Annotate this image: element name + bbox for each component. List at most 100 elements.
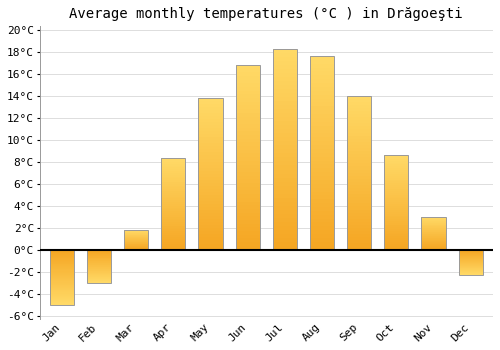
Bar	[310, 56, 334, 60]
Bar	[422, 233, 446, 234]
Bar	[384, 242, 408, 244]
Bar	[310, 141, 334, 145]
Bar	[162, 184, 186, 186]
Bar	[273, 49, 297, 250]
Bar	[87, 264, 111, 265]
Bar	[236, 212, 260, 216]
Bar	[87, 279, 111, 280]
Bar	[458, 271, 483, 272]
Bar	[310, 103, 334, 106]
Bar	[347, 117, 372, 120]
Bar	[236, 76, 260, 79]
Bar	[198, 216, 222, 219]
Bar	[422, 230, 446, 231]
Bar	[162, 191, 186, 193]
Bar	[162, 173, 186, 175]
Bar	[273, 69, 297, 73]
Bar	[310, 226, 334, 230]
Bar	[162, 231, 186, 233]
Bar	[458, 257, 483, 258]
Bar	[273, 138, 297, 141]
Bar	[273, 113, 297, 118]
Bar	[384, 183, 408, 185]
Bar	[162, 246, 186, 248]
Bar	[87, 259, 111, 260]
Bar	[198, 240, 222, 244]
Bar	[236, 109, 260, 113]
Bar	[87, 261, 111, 262]
Bar	[50, 261, 74, 262]
Bar	[50, 301, 74, 302]
Bar	[50, 277, 74, 278]
Bar	[162, 180, 186, 182]
Bar	[310, 172, 334, 176]
Bar	[87, 277, 111, 278]
Bar	[273, 105, 297, 110]
Bar	[236, 128, 260, 131]
Bar	[162, 162, 186, 164]
Bar	[273, 174, 297, 177]
Bar	[198, 219, 222, 222]
Bar	[50, 253, 74, 254]
Bar	[273, 149, 297, 154]
Bar	[384, 197, 408, 198]
Bar	[458, 263, 483, 264]
Bar	[50, 295, 74, 296]
Bar	[198, 225, 222, 228]
Bar	[236, 187, 260, 190]
Bar	[384, 193, 408, 195]
Bar	[236, 135, 260, 139]
Bar	[347, 210, 372, 212]
Bar	[87, 275, 111, 276]
Bar	[458, 258, 483, 259]
Bar	[273, 146, 297, 149]
Bar	[50, 279, 74, 280]
Bar	[198, 119, 222, 122]
Bar	[458, 262, 483, 263]
Bar	[347, 114, 372, 117]
Bar	[347, 111, 372, 114]
Bar	[198, 155, 222, 159]
Bar	[162, 186, 186, 188]
Bar	[198, 125, 222, 128]
Bar	[347, 135, 372, 139]
Bar	[162, 206, 186, 208]
Bar	[384, 172, 408, 174]
Bar	[347, 145, 372, 148]
Bar	[384, 155, 408, 157]
Bar	[310, 199, 334, 203]
Bar	[198, 137, 222, 140]
Bar	[273, 93, 297, 97]
Bar	[458, 253, 483, 254]
Bar	[87, 271, 111, 272]
Bar	[384, 206, 408, 208]
Bar	[310, 145, 334, 149]
Bar	[50, 270, 74, 271]
Bar	[273, 61, 297, 65]
Bar	[198, 101, 222, 104]
Bar	[273, 77, 297, 82]
Bar	[124, 249, 148, 250]
Bar	[347, 102, 372, 105]
Bar	[87, 263, 111, 264]
Bar	[236, 94, 260, 98]
Bar	[384, 238, 408, 240]
Bar	[50, 250, 74, 304]
Bar	[50, 258, 74, 259]
Bar	[273, 205, 297, 210]
Bar	[347, 99, 372, 102]
Bar	[87, 273, 111, 274]
Bar	[347, 222, 372, 225]
Bar	[422, 241, 446, 242]
Bar	[384, 244, 408, 246]
Bar	[124, 233, 148, 234]
Bar	[236, 216, 260, 220]
Bar	[50, 272, 74, 273]
Bar	[458, 260, 483, 261]
Bar	[347, 240, 372, 244]
Bar	[347, 105, 372, 108]
Bar	[310, 56, 334, 250]
Bar	[124, 237, 148, 238]
Bar	[273, 65, 297, 69]
Bar	[347, 157, 372, 160]
